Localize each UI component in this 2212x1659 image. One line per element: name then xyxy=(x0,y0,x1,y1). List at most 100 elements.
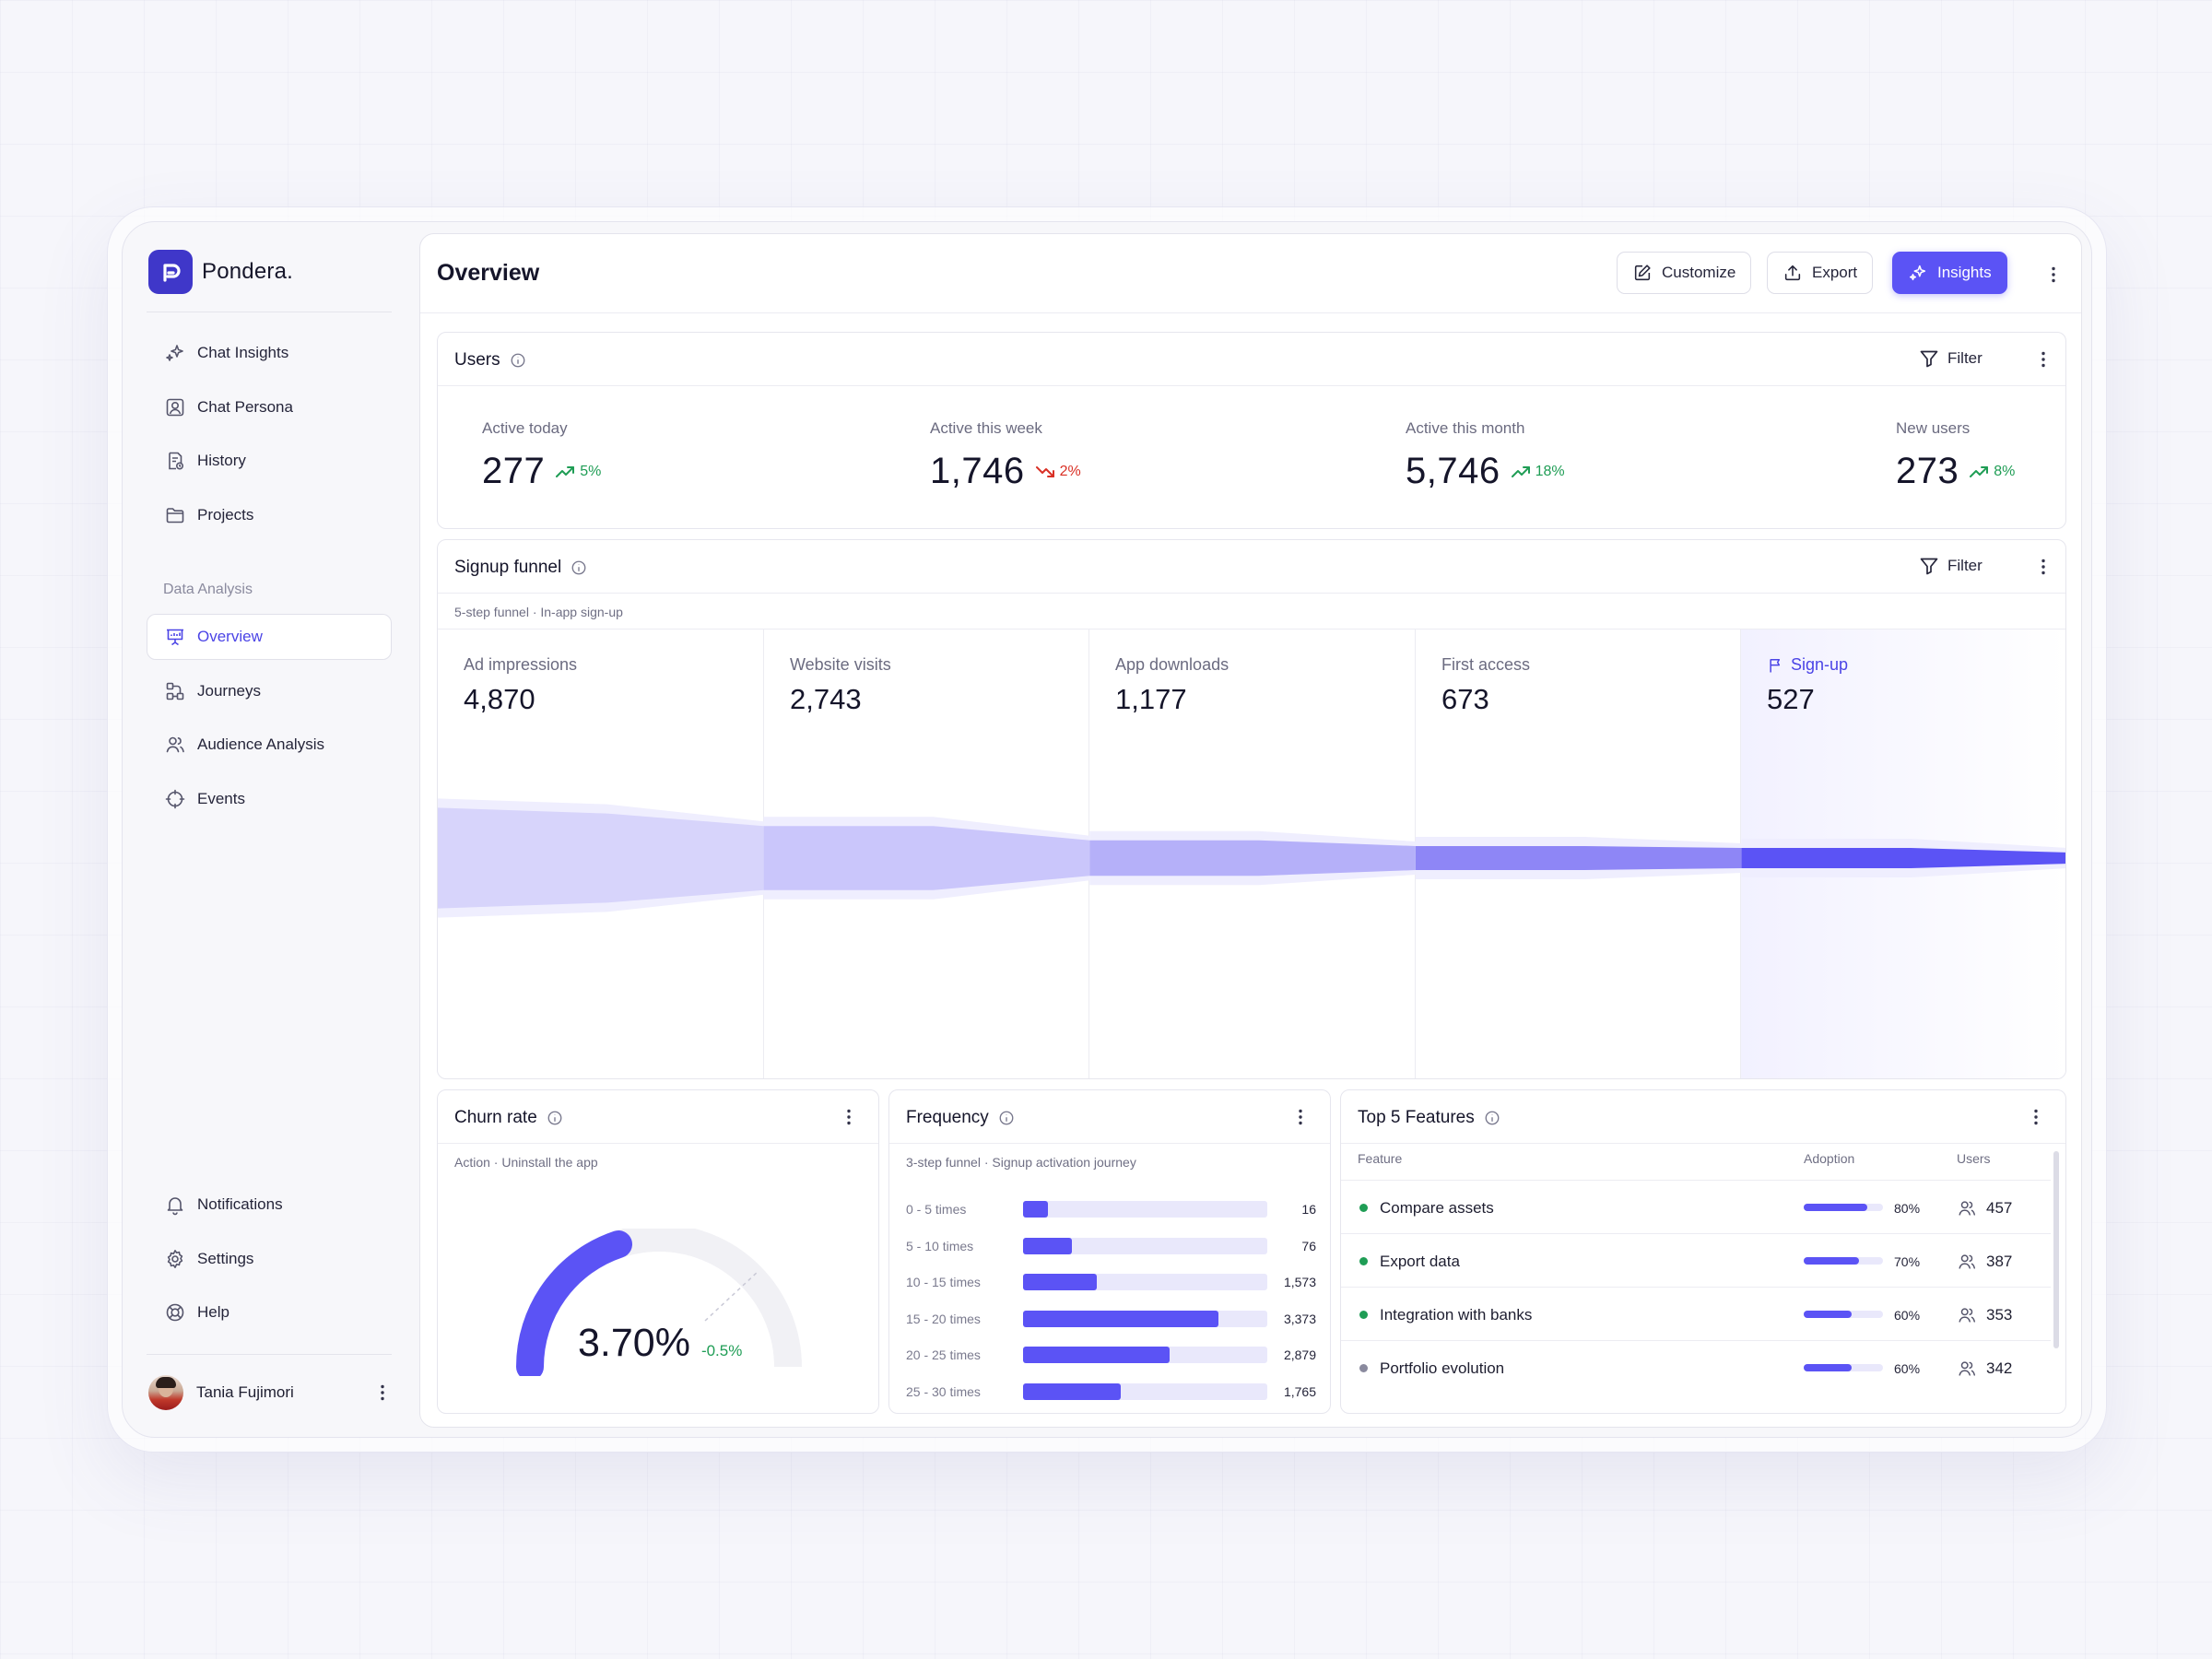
sidebar-item-audience-analysis[interactable]: Audience Analysis xyxy=(147,722,392,768)
brand[interactable]: Pondera. xyxy=(148,250,293,294)
stat-label: Active this week xyxy=(930,419,1042,437)
users-count: 387 xyxy=(1986,1253,2013,1270)
more-vertical-icon[interactable] xyxy=(371,1382,394,1404)
sidebar-nav-bottom: Notifications Settings Help xyxy=(147,1182,392,1344)
card-title: Signup funnel xyxy=(454,558,587,578)
adoption-bar-track xyxy=(1804,1311,1883,1318)
frequency-bar-track xyxy=(1023,1311,1267,1327)
frequency-row[interactable]: 0 - 5 times 16 xyxy=(906,1198,1316,1220)
frequency-bar-track xyxy=(1023,1347,1267,1363)
trend-value: 2% xyxy=(1059,464,1081,479)
sidebar: Pondera. Chat Insights Chat Persona Hist… xyxy=(123,222,419,1437)
more-vertical-icon[interactable] xyxy=(1289,1106,1312,1128)
sidebar-item-chat-persona[interactable]: Chat Persona xyxy=(147,384,392,430)
funnel-step[interactable]: App downloads 1,177 xyxy=(1089,629,1416,1078)
frequency-row[interactable]: 5 - 10 times 76 xyxy=(906,1235,1316,1257)
frequency-row[interactable]: 10 - 15 times 1,573 xyxy=(906,1271,1316,1293)
sidebar-item-settings[interactable]: Settings xyxy=(147,1236,392,1282)
frequency-row[interactable]: 20 - 25 times 2,879 xyxy=(906,1344,1316,1366)
column-header-feature[interactable]: Feature xyxy=(1358,1151,1403,1166)
stat-value: 1,746 xyxy=(930,451,1025,491)
persona-icon xyxy=(164,396,186,418)
table-scrollbar[interactable] xyxy=(2053,1151,2059,1348)
sidebar-item-notifications[interactable]: Notifications xyxy=(147,1182,392,1228)
feature-name: Portfolio evolution xyxy=(1380,1359,1505,1377)
sidebar-item-events[interactable]: Events xyxy=(147,776,392,822)
table-row[interactable]: Portfolio evolution 60% 342 xyxy=(1341,1340,2051,1394)
table-row[interactable]: Compare assets 80% 457 xyxy=(1341,1180,2051,1233)
sidebar-item-label: Overview xyxy=(197,628,263,645)
frequency-row[interactable]: 25 - 30 times 1,765 xyxy=(906,1381,1316,1403)
adoption-bar xyxy=(1804,1204,1867,1211)
funnel-chart: Ad impressions 4,870 Website visits 2,74… xyxy=(438,629,2065,1078)
frequency-bar-track xyxy=(1023,1383,1267,1400)
table-row[interactable]: Export data 70% 387 xyxy=(1341,1233,2051,1287)
stat-label: New users xyxy=(1896,419,1971,437)
more-vertical-icon[interactable] xyxy=(2042,264,2065,286)
history-icon xyxy=(164,450,186,472)
funnel-step-label-text: Sign-up xyxy=(1791,655,1849,674)
users-icon xyxy=(1957,1305,1977,1325)
lifebuoy-icon xyxy=(164,1301,186,1324)
filter-button[interactable]: Filter xyxy=(1918,555,1983,577)
funnel-step-label: Ad impressions xyxy=(464,655,578,674)
sidebar-item-label: History xyxy=(197,452,246,470)
trend-badge: 5% xyxy=(554,461,601,483)
sidebar-item-label: Chat Insights xyxy=(197,344,289,361)
funnel-step-label: Website visits xyxy=(790,655,891,674)
users-card: Users Filter Active today 277 5% xyxy=(437,332,2066,529)
frequency-bar-track xyxy=(1023,1201,1267,1218)
stat-active-this-week: Active this week 1,746 2% xyxy=(930,419,1081,492)
funnel-title: Signup funnel xyxy=(454,558,562,577)
info-icon[interactable] xyxy=(547,1110,563,1126)
sparkles-icon xyxy=(164,342,186,364)
more-vertical-icon[interactable] xyxy=(2032,348,2054,371)
adoption-bar xyxy=(1804,1257,1860,1265)
signup-funnel-card: Signup funnel Filter 5-step funnel · In-… xyxy=(437,539,2066,1079)
export-label: Export xyxy=(1812,264,1858,281)
info-icon[interactable] xyxy=(998,1110,1015,1126)
users-icon xyxy=(1957,1198,1977,1218)
info-icon[interactable] xyxy=(571,559,587,576)
section-label-data-analysis: Data Analysis xyxy=(163,582,253,597)
more-vertical-icon[interactable] xyxy=(2025,1106,2047,1128)
more-vertical-icon[interactable] xyxy=(2032,556,2054,578)
folder-icon xyxy=(164,504,186,526)
trend-up-icon xyxy=(554,461,576,483)
funnel-step-value: 4,870 xyxy=(464,683,535,715)
info-icon[interactable] xyxy=(510,352,526,369)
sidebar-item-projects[interactable]: Projects xyxy=(147,492,392,538)
funnel-step-value: 1,177 xyxy=(1115,683,1187,715)
card-title: Churn rate xyxy=(454,1108,563,1128)
sidebar-item-journeys[interactable]: Journeys xyxy=(147,668,392,714)
funnel-step-band xyxy=(763,826,1090,890)
sidebar-item-chat-insights[interactable]: Chat Insights xyxy=(147,330,392,376)
journeys-icon xyxy=(164,680,186,702)
churn-title: Churn rate xyxy=(454,1108,537,1127)
sidebar-item-overview[interactable]: Overview xyxy=(147,614,392,660)
sidebar-item-help[interactable]: Help xyxy=(147,1289,392,1335)
filter-button[interactable]: Filter xyxy=(1918,347,1983,370)
export-button[interactable]: Export xyxy=(1767,252,1874,294)
column-header-users[interactable]: Users xyxy=(1957,1151,1991,1166)
feature-name: Integration with banks xyxy=(1380,1306,1533,1324)
funnel-step-band xyxy=(1741,848,2065,868)
stat-value: 5,746 xyxy=(1406,451,1500,491)
column-header-adoption[interactable]: Adoption xyxy=(1804,1151,1855,1166)
adoption-bar xyxy=(1804,1364,1852,1371)
more-vertical-icon[interactable] xyxy=(838,1106,860,1128)
table-row[interactable]: Integration with banks 60% 353 xyxy=(1341,1287,2051,1340)
user-profile[interactable]: Tania Fujimori xyxy=(148,1372,394,1413)
adoption-percent: 60% xyxy=(1894,1361,1921,1376)
trend-badge: 18% xyxy=(1510,461,1565,483)
insights-button[interactable]: Insights xyxy=(1892,252,2007,294)
audience-icon xyxy=(164,734,186,756)
pondera-logo-icon xyxy=(148,250,193,294)
frequency-bar xyxy=(1023,1274,1097,1290)
status-dot xyxy=(1359,1311,1368,1319)
frequency-row[interactable]: 15 - 20 times 3,373 xyxy=(906,1308,1316,1330)
sidebar-item-history[interactable]: History xyxy=(147,438,392,484)
card-title: Top 5 Features xyxy=(1358,1108,1500,1128)
customize-button[interactable]: Customize xyxy=(1617,252,1752,294)
info-icon[interactable] xyxy=(1484,1110,1500,1126)
